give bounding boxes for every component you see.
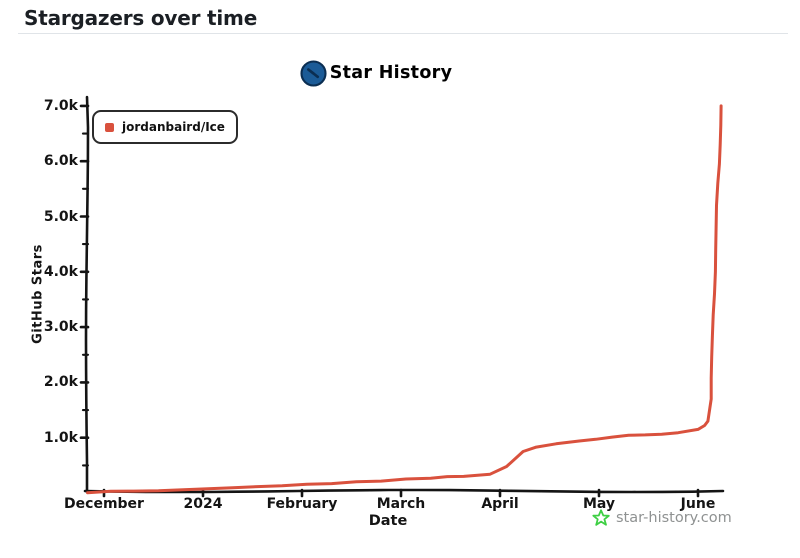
y-axis-tick-label: 7.0k (43, 97, 78, 114)
chart-legend: jordanbaird/Ice (92, 110, 238, 144)
y-axis-tick-label: 5.0k (43, 208, 78, 225)
x-axis-tick-label: May (582, 496, 616, 512)
footer-site-link[interactable]: star-history.com (616, 510, 732, 526)
x-axis-tick-label: 2024 (183, 496, 223, 512)
y-axis-labels: 1.0k 2.0k 3.0k 4.0k 5.0k 6.0k 7.0k (32, 0, 78, 558)
y-axis-tick-label: 3.0k (43, 319, 78, 336)
x-axis-title: Date (368, 513, 408, 529)
page-title: Stargazers over time (24, 6, 258, 30)
header-divider (18, 33, 788, 34)
star-icon (592, 509, 610, 526)
y-axis-tick-label: 6.0k (43, 153, 78, 170)
x-axis-line (83, 488, 725, 494)
footer-attribution: star-history.com (592, 509, 732, 527)
legend-marker (105, 122, 114, 132)
x-axis-labels: December 2024 February March April May June (0, 496, 800, 516)
x-axis-tick-label: March (376, 496, 426, 512)
x-axis-tick-label: December (64, 496, 144, 512)
x-axis-tick-label: April (481, 496, 519, 512)
y-axis-tick-label: 4.0k (43, 263, 78, 280)
legend-series-label: jordanbaird/Ice (122, 120, 225, 134)
y-axis-tick-label: 1.0k (43, 429, 78, 446)
clock-icon (300, 59, 327, 87)
y-axis-tick-label: 2.0k (43, 374, 78, 391)
series-line (86, 104, 723, 495)
x-axis-tick-label: February (266, 496, 338, 512)
y-axis-line (84, 95, 90, 494)
chart-brand: Star History (0, 57, 752, 89)
x-axis-tick-label: June (680, 496, 716, 512)
brand-name: Star History (329, 63, 453, 83)
